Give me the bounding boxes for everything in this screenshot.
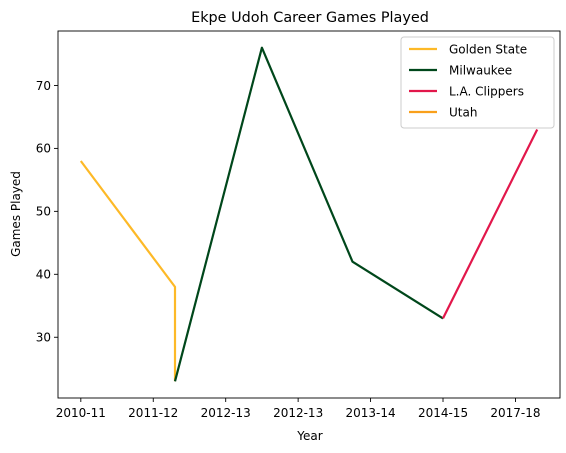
plot-area-frame — [57, 30, 561, 399]
x-tick-label-6: 2017-18 — [490, 406, 540, 420]
x-tick-label-5: 2014-15 — [418, 406, 468, 420]
legend: Golden State Milwaukee L.A. Clippers Utah — [400, 36, 555, 129]
y-tick-label-1: 40 — [36, 268, 51, 282]
chart-title: Ekpe Udoh Career Games Played — [191, 10, 429, 26]
y-tick-label-3: 60 — [36, 142, 51, 156]
legend-label-1: Milwaukee — [449, 63, 512, 77]
x-tick-label-1: 2011-12 — [128, 406, 178, 420]
y-tick-label-2: 50 — [36, 205, 51, 219]
y-tick-label-0: 30 — [36, 331, 51, 345]
legend-label-3: Utah — [449, 105, 477, 119]
series-line-0 — [79, 160, 177, 382]
legend-label-2: L.A. Clippers — [449, 84, 524, 98]
legend-box — [400, 36, 555, 129]
x-tick-label-0: 2010-11 — [56, 406, 106, 420]
y-axis: 30 40 50 60 70 — [36, 79, 58, 345]
plot-lines — [79, 46, 539, 382]
x-tick-label-4: 2013-14 — [346, 406, 396, 420]
x-tick-label-3: 2012-13 — [273, 406, 323, 420]
y-tick-label-4: 70 — [36, 79, 51, 93]
legend-label-0: Golden State — [449, 42, 527, 56]
x-tick-label-2: 2012-13 — [201, 406, 251, 420]
x-axis: 2010-11 2011-12 2012-13 2012-13 2013-14 2014-… — [56, 398, 541, 420]
series-line-1 — [173, 46, 444, 382]
series-line-2 — [442, 129, 539, 319]
y-axis-label: Games Played — [9, 171, 23, 257]
x-axis-label: Year — [296, 429, 322, 443]
